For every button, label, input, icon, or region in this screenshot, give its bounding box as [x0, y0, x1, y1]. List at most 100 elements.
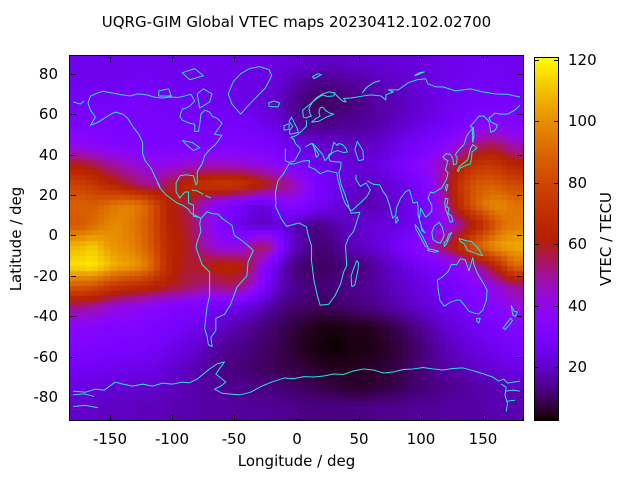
coastline-path: [182, 69, 203, 80]
coastline-path: [275, 161, 359, 306]
colorbar-tick-mark: [535, 244, 539, 245]
coastline-path: [284, 124, 289, 131]
y-tick-label: -20: [33, 267, 59, 285]
colorbar-gradient-canvas: [535, 58, 558, 420]
colorbar-tick-mark: [535, 183, 539, 184]
y-tick-mark: [71, 114, 76, 115]
x-tick-mark: [483, 415, 484, 420]
colorbar-tick-mark-right: [554, 183, 558, 184]
coastline-path: [182, 140, 199, 150]
coastline-path: [414, 72, 424, 76]
coastline-path: [472, 127, 474, 142]
coastline-path: [362, 81, 379, 93]
colorbar-tick-mark-right: [554, 306, 558, 307]
y-tick-mark: [71, 235, 76, 236]
colorbar-tick-mark-right: [554, 367, 558, 368]
x-tick-label: -150: [92, 430, 128, 448]
x-tick-mark: [359, 415, 360, 420]
x-tick-label: 150: [468, 430, 498, 448]
coastline-path: [88, 91, 222, 218]
x-tick-mark: [421, 415, 422, 420]
x-tick-mark-top: [483, 57, 484, 62]
x-tick-label: -50: [221, 430, 247, 448]
y-tick-mark-right: [517, 114, 522, 115]
coastline-path: [205, 195, 211, 197]
y-tick-label: 80: [38, 65, 58, 83]
y-tick-mark-right: [517, 316, 522, 317]
colorbar-tick-mark-right: [554, 121, 558, 122]
x-tick-mark: [172, 415, 173, 420]
y-tick-mark: [71, 195, 76, 196]
x-tick-mark-top: [234, 57, 235, 62]
coastline-path: [335, 79, 520, 102]
coastline-path: [351, 261, 358, 287]
coastline-path: [355, 141, 364, 160]
coastline-path: [445, 198, 453, 222]
y-tick-label: 60: [38, 105, 58, 123]
coastline-path: [459, 239, 483, 256]
y-tick-label: -80: [33, 388, 59, 406]
colorbar-tick-mark: [535, 306, 539, 307]
x-tick-label: 50: [349, 430, 369, 448]
colorbar-tick-label: 20: [568, 358, 588, 376]
plot-border: [69, 55, 524, 421]
coastline-path: [285, 120, 306, 162]
colorbar-tick-mark: [535, 367, 539, 368]
coastline-path: [329, 142, 348, 162]
y-tick-mark-right: [517, 276, 522, 277]
y-tick-label: 0: [48, 226, 58, 244]
x-tick-mark: [110, 415, 111, 420]
y-tick-label: 40: [38, 146, 58, 164]
x-tick-label: -100: [154, 430, 190, 448]
coastline-path: [305, 143, 332, 160]
x-tick-mark-top: [297, 57, 298, 62]
x-tick-mark: [297, 415, 298, 420]
colorbar-tick-mark: [535, 60, 539, 61]
coastline-path: [427, 249, 438, 253]
x-tick-label: 100: [406, 430, 436, 448]
coastline-path: [432, 222, 444, 243]
coastline-path: [396, 217, 398, 224]
coastline-path: [197, 89, 212, 108]
coastline-path: [289, 117, 298, 134]
y-tick-mark: [71, 155, 76, 156]
colorbar-tick-mark-right: [554, 244, 558, 245]
y-tick-mark-right: [517, 74, 522, 75]
colorbar-tick-label: 120: [568, 51, 597, 69]
colorbar-tick-label: 40: [568, 297, 588, 315]
colorbar-tick-mark-right: [554, 60, 558, 61]
x-tick-mark-top: [359, 57, 360, 62]
y-tick-mark: [71, 316, 76, 317]
y-tick-mark: [71, 276, 76, 277]
x-axis-label: Longitude / deg: [237, 452, 356, 470]
coastline-path: [445, 184, 447, 191]
y-tick-mark: [71, 357, 76, 358]
coastline-overlay: [70, 56, 523, 420]
coastline-path: [228, 67, 271, 115]
coastline-path: [159, 89, 171, 96]
chart-title: UQRG-GIM Global VTEC maps 20230412.102.0…: [101, 13, 492, 31]
coastline-path: [505, 390, 520, 391]
coastline-path: [511, 305, 517, 316]
y-tick-mark-right: [517, 235, 522, 236]
coastline-path: [457, 144, 477, 171]
x-tick-mark: [234, 415, 235, 420]
coastline-path: [303, 92, 335, 118]
y-tick-mark-right: [517, 155, 522, 156]
y-tick-mark-right: [517, 397, 522, 398]
coastline-path: [476, 318, 480, 323]
colorbar-tick-label: 60: [568, 235, 588, 253]
y-tick-mark-right: [517, 195, 522, 196]
y-tick-mark: [71, 397, 76, 398]
x-tick-mark-top: [110, 57, 111, 62]
coastline-path: [437, 258, 487, 314]
coastline-path: [311, 107, 333, 122]
coastline-path: [269, 101, 280, 107]
colorbar-border: [534, 57, 559, 421]
coastline-path: [192, 190, 204, 194]
coastline-path: [415, 224, 428, 247]
coastline-path: [506, 400, 515, 401]
y-tick-mark: [71, 74, 76, 75]
coastline-path: [73, 362, 520, 395]
